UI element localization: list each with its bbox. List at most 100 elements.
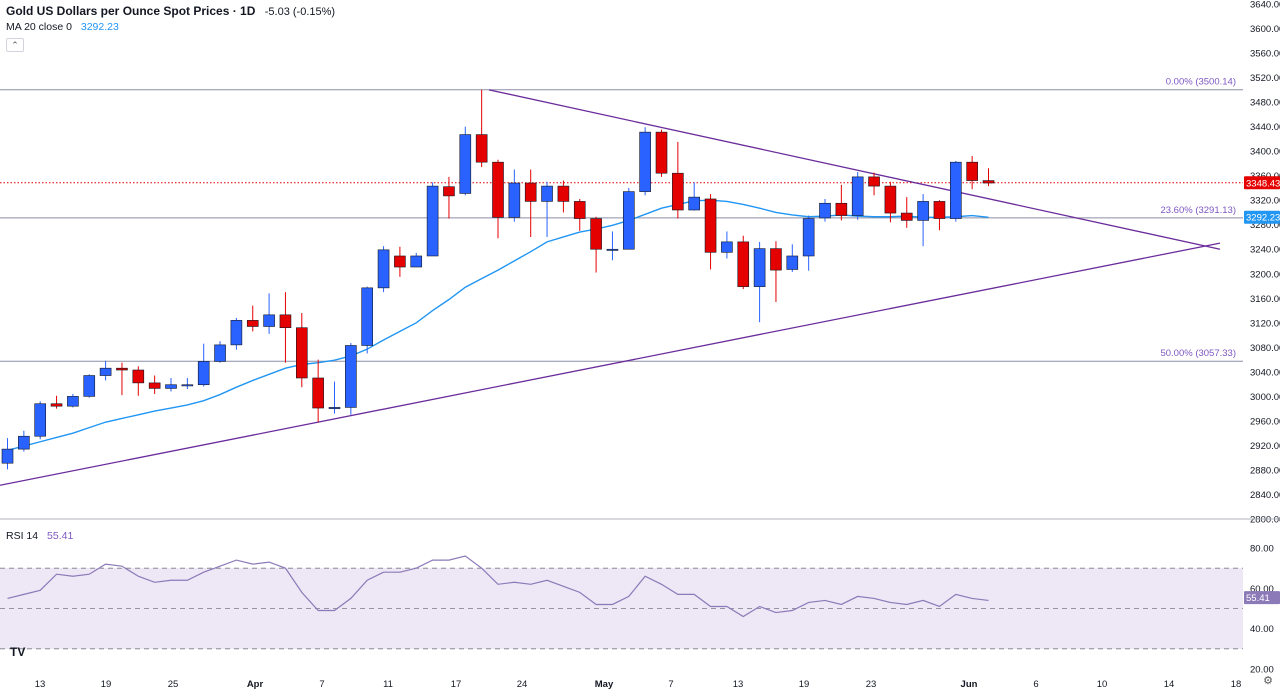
candle-body [524,182,537,202]
candle-body [230,320,243,346]
candle-body [786,255,799,270]
candle-body [851,176,864,216]
candle-body [573,201,586,219]
candle-body [753,248,766,287]
candle-body [377,249,390,289]
candle-body [508,182,521,218]
candle-body [459,134,472,194]
price-tick-label: 2960.00 [1250,416,1280,427]
candle-body [246,320,259,327]
price-tick-label: 3320.00 [1250,196,1280,207]
time-tick-label: 10 [1097,679,1108,689]
time-tick-label: 6 [1033,679,1038,689]
candle-body [148,382,161,389]
price-tick-label: 3600.00 [1250,24,1280,35]
time-tick-label: 17 [451,679,462,689]
candle-body [982,180,995,184]
candle-body [900,212,913,221]
candle-body [802,218,815,257]
price-tick-label: 3280.00 [1250,220,1280,231]
last-price-tag-label: 3348.43 [1246,178,1280,189]
rsi-tick-label: 80.00 [1250,544,1274,555]
chart-header: Gold US Dollars per Ounce Spot Prices · … [6,4,335,18]
candle-body [361,287,374,346]
candle-body [295,327,308,379]
candle-body [165,384,177,389]
candle-body [426,185,439,257]
price-tags: 3348.43 3292.23 55.41 [1244,176,1280,605]
candle-body [263,314,275,327]
candle-body [868,176,880,187]
collapse-legend-button[interactable]: ⌃ [6,38,24,52]
candle-body [197,361,210,386]
last-price-tag-box [1244,176,1280,190]
price-tick-label: 3240.00 [1250,245,1280,256]
candle-body [917,201,929,221]
price-tick-label: 2880.00 [1250,465,1280,476]
price-tick-label: 2800.00 [1250,515,1280,526]
ma-value: 3292.23 [80,21,119,33]
candle-body [819,202,831,219]
candle-body [590,218,602,250]
candle-body [132,369,145,384]
ma-legend[interactable]: MA 20 close 0 3292.23 [6,21,119,33]
time-tick-label: 11 [383,679,393,689]
rsi-legend[interactable]: RSI 14 55.41 [6,530,73,542]
candle-body [116,367,128,371]
candle-body [770,248,782,271]
candle-body [622,191,635,250]
rsi-line [7,555,989,618]
rsi-axis: 80.00 60.00 40.00 20.00 [0,544,1274,676]
candle-body [443,186,455,197]
candle-body [492,161,504,218]
candle-body [655,131,668,174]
time-tick-label: 14 [1164,679,1175,689]
time-tick-label: 23 [866,679,877,689]
tradingview-logo-icon[interactable]: TV [10,645,26,659]
price-tick-label: 3440.00 [1250,122,1280,133]
candle-body [1,448,14,464]
symbol-title[interactable]: Gold US Dollars per Ounce Spot Prices · … [6,4,256,18]
candle-body [34,403,47,437]
candle-body [214,344,226,362]
rsi-tick-label: 60.00 [1250,584,1274,595]
candle-body [18,435,30,450]
ma-price-tag-label: 3292.23 [1246,213,1280,224]
price-tick-label: 3200.00 [1250,269,1280,280]
time-tick-label: 18 [1231,679,1242,689]
candle-body [181,384,194,387]
time-tick-label: 13 [35,679,46,689]
time-tick-label: Jun [961,679,978,689]
price-tick-label: 3400.00 [1250,147,1280,158]
candle-body [475,134,488,163]
candle-body [835,202,848,216]
time-tick-label: 19 [101,679,112,689]
time-tick-label: 7 [668,679,673,689]
candle-body [704,198,717,253]
candlestick-series[interactable] [1,89,995,470]
ma-label: MA 20 close 0 [6,21,72,33]
candle-body [884,185,897,214]
candle-body [541,185,553,202]
candle-body [737,241,750,287]
settings-gear-icon[interactable]: ⚙ [1263,675,1273,687]
price-tick-label: 3080.00 [1250,343,1280,354]
price-tick-label: 3000.00 [1250,392,1280,403]
rsi-value: 55.41 [47,530,74,542]
rsi-tick-label: 20.00 [1250,665,1274,676]
time-tick-label: Apr [247,679,264,689]
rsi-value-tag-box [1244,591,1280,605]
price-tick-label: 3560.00 [1250,49,1280,60]
candle-body [949,161,962,219]
time-tick-label: May [595,679,614,689]
price-tick-label: 3480.00 [1250,98,1280,109]
candle-body [328,407,341,409]
candle-body [67,396,79,407]
time-tick-label: 13 [733,679,744,689]
trendline-lower [0,242,1221,486]
time-tick-label: 25 [168,679,179,689]
candle-body [83,375,96,397]
candle-body [606,248,619,251]
fibonacci-level-label: 50.00% (3057.33) [1160,348,1236,359]
